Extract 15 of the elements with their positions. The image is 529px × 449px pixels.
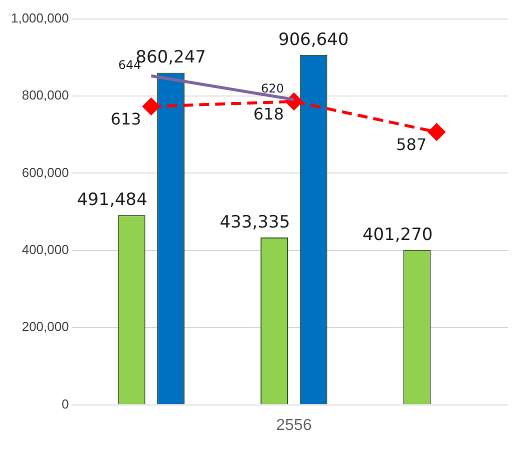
data-label: 906,640 [278,30,349,50]
y-tick-label: 0 [62,396,69,412]
data-label: 618 [253,104,284,124]
data-label: 620 [261,82,284,96]
data-label: 401,270 [362,224,433,245]
y-tick-label: 800,000 [22,88,69,103]
y-tick-label: 200,000 [22,319,69,334]
x-tick-label: 2556 [276,416,312,434]
y-tick-label: 1,000,000 [10,10,69,26]
data-label: 587 [396,135,427,154]
y-tick-label: 600,000 [22,164,69,180]
y-tick-label: 400,000 [22,242,69,257]
data-label: 433,335 [220,212,290,232]
data-label: 613 [110,110,142,129]
data-label: 491,484 [76,190,148,210]
